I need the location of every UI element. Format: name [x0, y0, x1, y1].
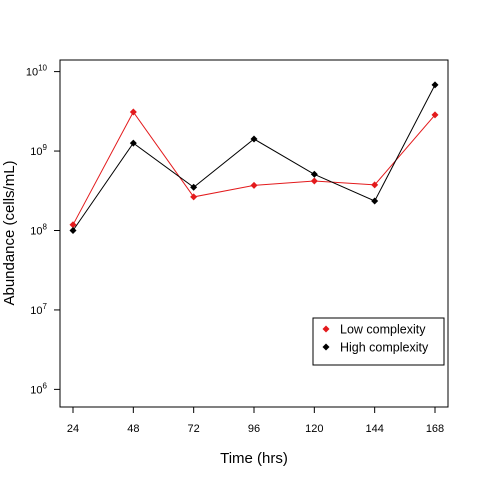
point-low-complexity-144 [371, 181, 379, 189]
y-tick-label-1e10: 1010 [26, 64, 48, 79]
point-high-complexity-144 [371, 197, 379, 205]
y-tick-label-1e7: 107 [30, 302, 47, 317]
point-low-complexity-24 [69, 221, 77, 229]
y-tick-label-1e6: 106 [30, 381, 47, 396]
legend-marker-low-complexity [322, 325, 330, 333]
x-tick-label-96: 96 [248, 423, 260, 435]
series-low-complexity [69, 108, 439, 229]
legend-label-low-complexity: Low complexity [340, 323, 426, 337]
legend-box [312, 317, 445, 366]
point-low-complexity-72 [190, 193, 198, 201]
y-tick-label-1e8: 108 [30, 222, 47, 237]
x-tick-label-48: 48 [127, 423, 139, 435]
point-low-complexity-48 [129, 108, 137, 116]
point-high-complexity-168 [431, 81, 439, 89]
point-high-complexity-96 [250, 135, 258, 143]
x-axis: 24 48 72 96 120 144 168 [67, 407, 444, 435]
point-low-complexity-96 [250, 181, 258, 189]
point-high-complexity-48 [129, 139, 137, 147]
x-tick-label-72: 72 [188, 423, 200, 435]
series-high-complexity [69, 81, 439, 234]
point-low-complexity-168 [431, 111, 439, 119]
x-tick-label-24: 24 [67, 423, 79, 435]
y-tick-label-1e9: 109 [30, 143, 47, 158]
point-low-complexity-120 [310, 177, 318, 185]
series-line-low-complexity [72, 111, 436, 226]
x-tick-label-168: 168 [426, 423, 444, 435]
point-high-complexity-120 [310, 170, 318, 178]
legend: Low complexity High complexity [312, 317, 445, 366]
legend-label-high-complexity: High complexity [340, 341, 429, 355]
x-tick-label-144: 144 [365, 423, 383, 435]
x-axis-title: Time (hrs) [220, 450, 288, 467]
point-high-complexity-24 [69, 226, 77, 234]
y-axis-title: Abundance (cells/mL) [1, 160, 18, 305]
series-line-high-complexity [72, 84, 436, 231]
legend-marker-high-complexity [322, 343, 330, 351]
x-tick-label-120: 120 [305, 423, 323, 435]
series-layer [69, 81, 439, 234]
y-axis: 106 107 108 109 1010 [26, 64, 60, 396]
point-high-complexity-72 [190, 183, 198, 191]
